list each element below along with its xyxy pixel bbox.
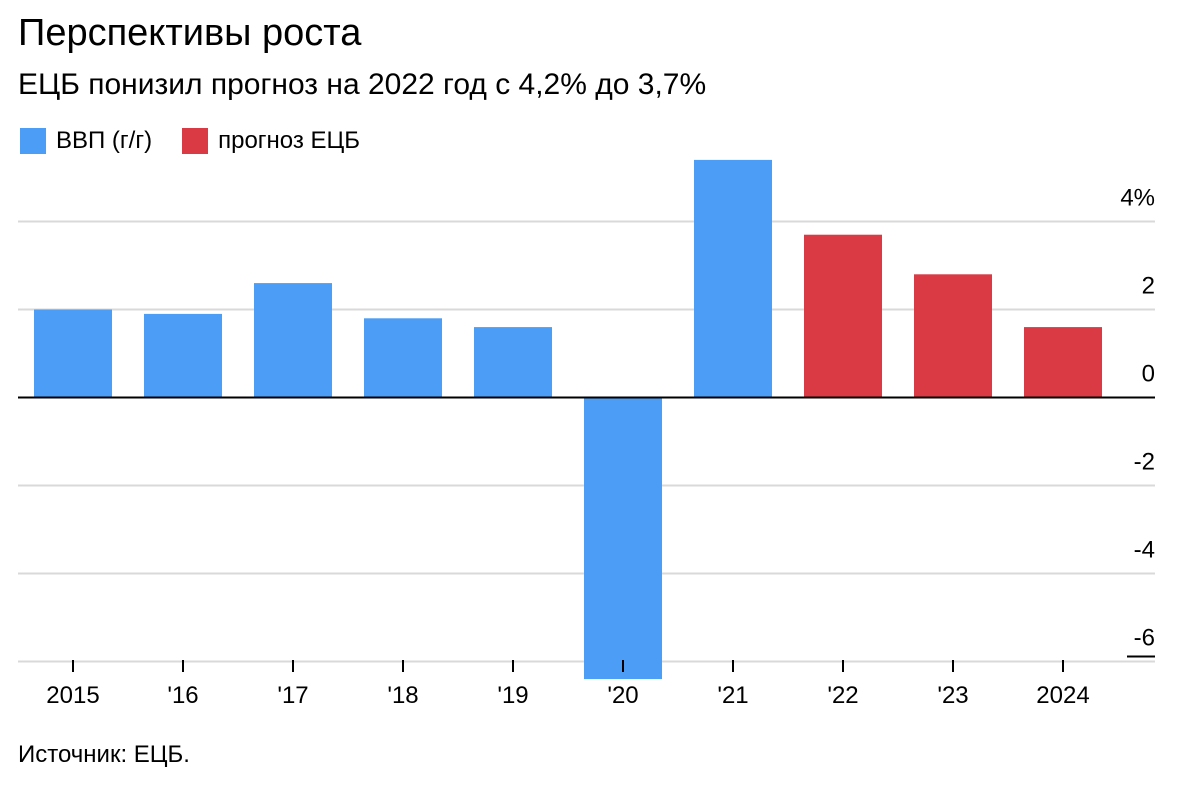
- legend: ВВП (г/г) прогноз ЕЦБ: [20, 124, 390, 158]
- legend-label-gdp: ВВП (г/г): [56, 127, 153, 154]
- bar: [804, 234, 882, 398]
- chart-title: Перспективы роста: [18, 12, 362, 54]
- x-tick-label: '17: [277, 682, 308, 709]
- x-tick-label: '22: [827, 682, 858, 709]
- x-tick-label: '23: [937, 682, 968, 709]
- bar: [584, 397, 662, 680]
- y-tick-label: -6: [1134, 625, 1155, 652]
- legend-swatch-gdp: [20, 128, 46, 154]
- legend-swatch-forecast: [182, 128, 209, 154]
- x-tick-label: 2024: [1036, 682, 1089, 709]
- y-tick-label: 0: [1142, 361, 1155, 388]
- chart-subtitle: ЕЦБ понизил прогноз на 2022 год с 4,2% д…: [18, 68, 707, 101]
- bar: [144, 313, 222, 398]
- legend-item-gdp: ВВП (г/г): [20, 127, 152, 155]
- bar: [254, 283, 332, 398]
- x-tick-label: '21: [717, 682, 748, 709]
- x-tick-label: '18: [387, 682, 418, 709]
- bar: [34, 309, 112, 398]
- source-note: Источник: ЕЦБ.: [18, 741, 190, 768]
- bar: [1024, 327, 1102, 398]
- bar: [364, 318, 442, 398]
- y-tick-label: -2: [1134, 449, 1155, 476]
- x-tick-label: '20: [607, 682, 638, 709]
- bar: [694, 159, 772, 398]
- y-tick-label: -4: [1134, 537, 1155, 564]
- bar: [474, 327, 552, 398]
- x-tick-label: '16: [167, 682, 198, 709]
- x-tick-label: '19: [497, 682, 528, 709]
- y-tick-label: 4%: [1120, 185, 1155, 212]
- legend-label-forecast: прогноз ЕЦБ: [218, 127, 361, 154]
- x-tick-label: 2015: [46, 682, 99, 709]
- bar: [914, 274, 992, 398]
- y-tick-label: 2: [1142, 273, 1155, 300]
- legend-item-forecast: прогноз ЕЦБ: [182, 127, 360, 155]
